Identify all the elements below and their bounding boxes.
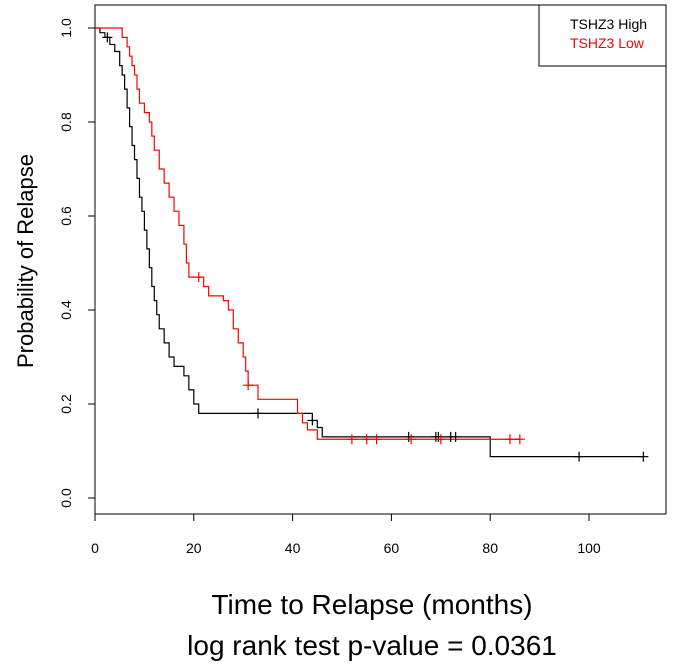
censor-mark xyxy=(638,451,649,462)
censor-mark xyxy=(253,408,264,419)
censor-mark xyxy=(504,434,515,445)
x-tick-label: 80 xyxy=(482,540,498,556)
curve-tshz3-low xyxy=(95,27,520,440)
legend: TSHZ3 High TSHZ3 Low xyxy=(538,4,667,67)
censor-mark xyxy=(193,272,204,283)
chart-subtitle: log rank test p-value = 0.0361 xyxy=(187,630,557,661)
legend-label-low: TSHZ3 Low xyxy=(570,35,645,51)
y-axis: 0.0 0.2 0.4 0.6 0.8 1.0 xyxy=(58,18,96,508)
censor-mark xyxy=(514,434,525,445)
censor-mark xyxy=(307,415,318,426)
censor-mark xyxy=(574,451,585,462)
censor-mark xyxy=(371,434,382,445)
censor-mark xyxy=(361,434,372,445)
censor-mark xyxy=(433,431,444,442)
censor-mark xyxy=(450,431,461,442)
x-tick-label: 20 xyxy=(186,540,202,556)
plot-frame xyxy=(94,4,667,515)
censor-marks xyxy=(102,32,649,462)
censor-mark xyxy=(435,434,446,445)
y-tick-label: 0.2 xyxy=(58,394,74,414)
survival-curves xyxy=(95,27,644,458)
y-tick-label: 0.6 xyxy=(58,206,74,226)
curve-tshz3-high xyxy=(95,27,644,458)
y-axis-title: Probability of Relapse xyxy=(13,154,38,368)
censor-mark xyxy=(403,431,414,442)
censor-mark xyxy=(406,434,417,445)
x-tick-label: 0 xyxy=(91,540,99,556)
x-tick-label: 100 xyxy=(577,540,601,556)
x-tick-label: 40 xyxy=(285,540,301,556)
censor-mark xyxy=(243,380,254,391)
censor-mark xyxy=(346,434,357,445)
y-tick-label: 0.0 xyxy=(58,488,74,508)
legend-box xyxy=(538,4,667,67)
x-axis: 0 20 40 60 80 100 xyxy=(91,513,601,556)
x-axis-title: Time to Relapse (months) xyxy=(211,589,532,620)
y-tick-label: 0.8 xyxy=(58,112,74,132)
censor-mark xyxy=(102,32,113,43)
y-tick-label: 0.4 xyxy=(58,300,74,320)
x-tick-label: 60 xyxy=(384,540,400,556)
legend-label-high: TSHZ3 High xyxy=(570,16,647,32)
y-tick-label: 1.0 xyxy=(58,18,74,38)
